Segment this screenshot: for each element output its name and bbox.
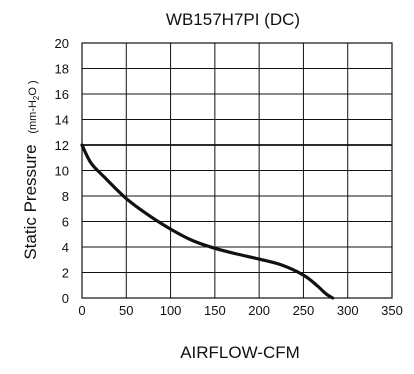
y-axis-label: Static Pressure (mm-H2O ) bbox=[21, 80, 41, 259]
x-tick-label: 150 bbox=[204, 303, 226, 318]
y-axis-label-group: Static Pressure (mm-H2O ) bbox=[21, 80, 41, 259]
x-tick-label: 200 bbox=[248, 303, 270, 318]
x-tick-label: 250 bbox=[293, 303, 315, 318]
y-axis-label-text: Static Pressure bbox=[21, 144, 40, 259]
y-tick-label: 16 bbox=[55, 87, 69, 102]
series-line bbox=[80, 143, 335, 300]
y-tick-label: 2 bbox=[62, 266, 69, 281]
y-tick-label: 10 bbox=[55, 164, 69, 179]
y-axis-unit-prefix: (mm-H bbox=[27, 100, 39, 134]
chart-title: WB157H7PI (DC) bbox=[166, 10, 300, 29]
x-tick-label: 350 bbox=[381, 303, 403, 318]
y-tick-label: 18 bbox=[55, 62, 69, 77]
y-tick-label: 4 bbox=[62, 240, 69, 255]
grid-lines bbox=[81, 42, 393, 299]
y-tick-label: 6 bbox=[62, 215, 69, 230]
y-tick-label: 14 bbox=[55, 113, 69, 128]
x-tick-label: 100 bbox=[160, 303, 182, 318]
x-axis-label: AIRFLOW-CFM bbox=[180, 343, 300, 362]
x-tick-label: 0 bbox=[78, 303, 85, 318]
y-tick-label: 0 bbox=[62, 291, 69, 306]
x-tick-labels: 0 50 100 150 200 250 300 350 bbox=[78, 303, 402, 318]
y-tick-label: 12 bbox=[55, 138, 69, 153]
x-tick-label: 50 bbox=[119, 303, 133, 318]
y-tick-label: 8 bbox=[62, 189, 69, 204]
x-tick-label: 300 bbox=[337, 303, 359, 318]
y-tick-label: 20 bbox=[55, 36, 69, 51]
y-axis-unit-suffix: O ) bbox=[27, 80, 39, 95]
y-tick-labels: 0 2 4 6 8 10 12 14 16 18 20 bbox=[55, 36, 69, 306]
plot-frame bbox=[81, 42, 393, 299]
y-axis-unit-sub: 2 bbox=[32, 95, 41, 100]
